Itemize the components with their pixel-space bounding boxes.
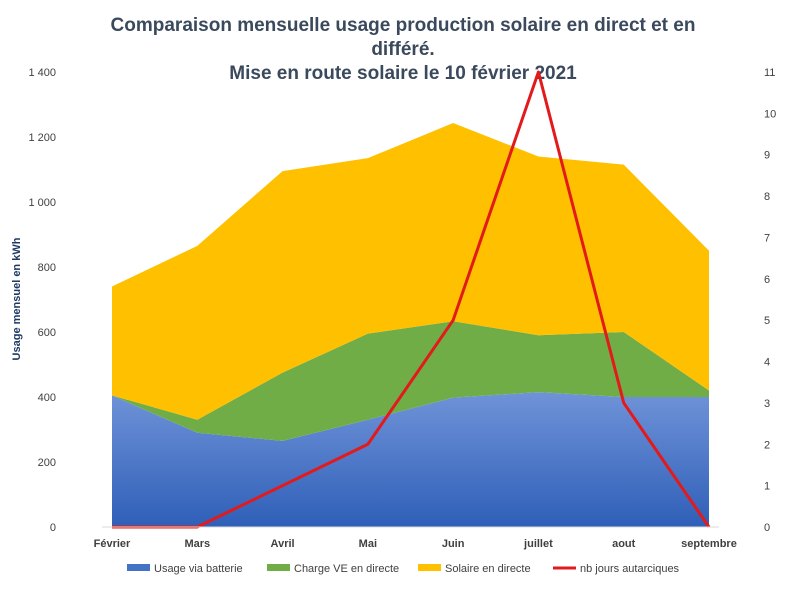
x-tick-label: Avril xyxy=(271,538,295,550)
legend-item-charge-ve-en-directe: Charge VE en directe xyxy=(267,563,399,575)
y2-tick-label: 11 xyxy=(764,67,775,79)
axes: 0 200 400 600 800 1 000 1 200 1 400 0 1 2 3 4 5 6 7 8 9 10… xyxy=(28,67,776,550)
y-tick-label: 200 xyxy=(38,457,56,469)
y2-tick-label: 0 xyxy=(764,522,770,534)
y-axis-label: Usage mensuel en kWh xyxy=(11,237,23,360)
legend-label: Solaire en directe xyxy=(445,563,531,575)
chart-title: Comparaison mensuelle usage production s… xyxy=(111,15,696,84)
y2-tick-label: 1 xyxy=(764,481,770,493)
title-line-1: Comparaison mensuelle usage production s… xyxy=(111,15,696,36)
y2-tick-label: 9 xyxy=(764,150,770,162)
x-tick-label: Juin xyxy=(442,538,465,550)
y2-tick-label: 6 xyxy=(764,274,770,286)
y2-tick-label: 5 xyxy=(764,315,770,327)
x-tick-label: Mars xyxy=(184,538,210,550)
y2-tick-label: 8 xyxy=(764,191,770,203)
y-tick-label: 600 xyxy=(38,327,56,339)
y-tick-label: 800 xyxy=(38,262,56,274)
legend-label: Usage via batterie xyxy=(154,563,243,575)
area-usage-via-batterie xyxy=(112,392,709,527)
x-tick-label: juillet xyxy=(523,538,553,550)
legend-swatch xyxy=(127,564,150,571)
y2-tick-label: 2 xyxy=(764,439,770,451)
y2-tick-label: 10 xyxy=(764,108,776,120)
y-tick-label: 400 xyxy=(38,392,56,404)
y2-tick-label: 7 xyxy=(764,232,770,244)
title-line-3: Mise en route solaire le 10 février 2021 xyxy=(229,63,577,84)
legend-item-nb-jours-autarciques: nb jours autarciques xyxy=(553,563,680,575)
title-line-2: différé. xyxy=(371,39,434,60)
line-layer xyxy=(112,70,711,529)
legend-label: Charge VE en directe xyxy=(294,563,399,575)
legend-label: nb jours autarciques xyxy=(580,563,680,575)
area-solaire-en-directe xyxy=(112,123,709,420)
x-tick-label: septembre xyxy=(681,538,737,550)
x-tick-label: Mai xyxy=(359,538,377,550)
legend-item-solaire-en-directe: Solaire en directe xyxy=(418,563,531,575)
y2-tick-label: 3 xyxy=(764,398,770,410)
x-tick-label: aout xyxy=(612,538,636,550)
x-tick-label: Février xyxy=(94,538,131,550)
legend-swatch xyxy=(267,564,290,571)
line-nb-jours-autarciques xyxy=(112,70,711,529)
legend: Usage via batterie Charge VE en directe So… xyxy=(127,563,680,575)
y-tick-label: 0 xyxy=(50,522,56,534)
area-layers xyxy=(112,123,709,527)
y2-tick-label: 4 xyxy=(764,357,770,369)
legend-swatch xyxy=(418,564,441,571)
y-tick-label: 1 000 xyxy=(28,197,56,209)
y-tick-label: 1 400 xyxy=(28,67,56,79)
y-tick-label: 1 200 xyxy=(28,132,56,144)
legend-item-usage-via-batterie: Usage via batterie xyxy=(127,563,243,575)
